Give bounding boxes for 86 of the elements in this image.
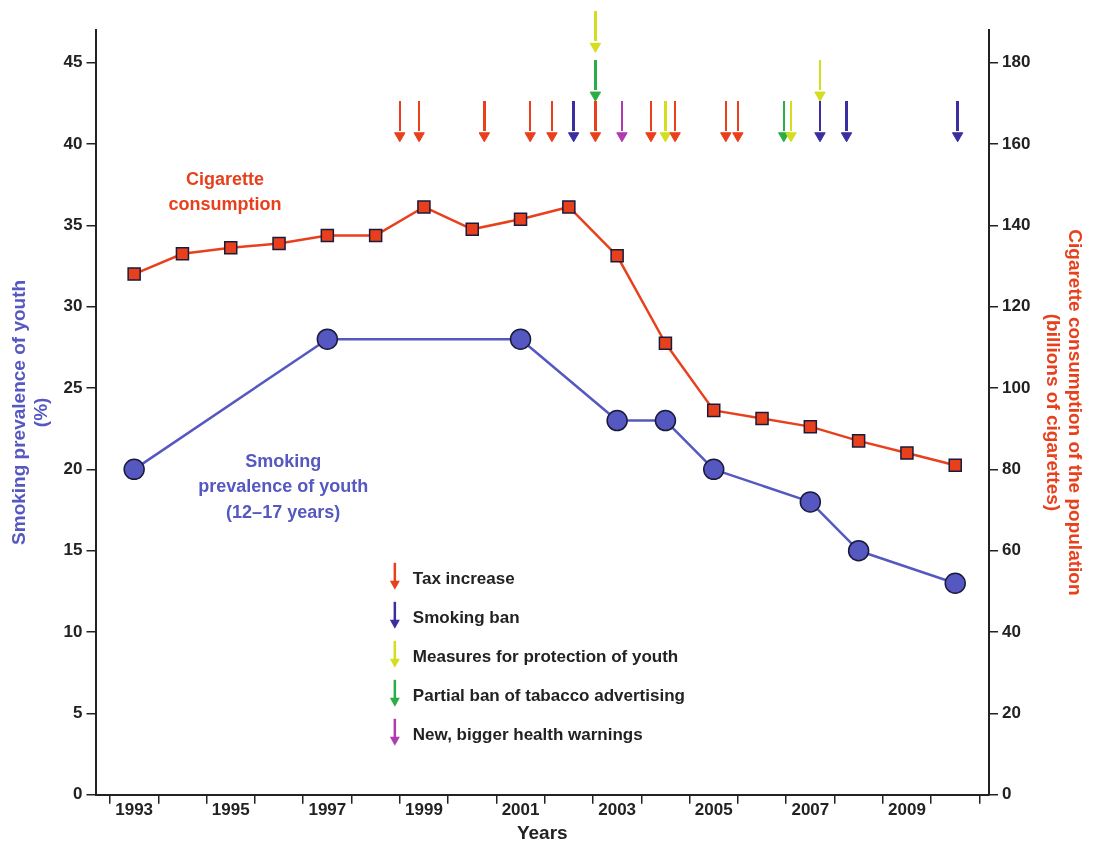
point [567,132,580,143]
point [606,409,628,432]
point [799,491,822,513]
point [589,91,602,102]
point [589,42,602,53]
y-tick-label: 35 [63,214,83,234]
point [659,132,672,143]
point [847,539,870,562]
point [465,222,479,237]
point [654,409,677,432]
legend-label: Measures for protection of youth [412,647,679,667]
y2-tick-label: 20 [1002,703,1021,723]
legend-label: New, bigger health warnings [412,725,643,745]
point [658,336,673,350]
point [513,212,528,226]
x-tick-label: 1997 [308,799,347,819]
x-tick-label: 1999 [405,799,443,819]
point [720,132,732,143]
y2-tick-label: 80 [1002,459,1021,479]
point [755,411,769,426]
x-tick-label: 2007 [791,799,830,819]
point [394,132,406,143]
y2-tick-label: 120 [1002,296,1031,316]
point [272,236,286,251]
y-tick-label: 20 [63,459,83,479]
y-tick-label: 5 [73,703,83,723]
point [127,267,141,281]
y2-tick-label: 100 [1002,377,1031,397]
series-label: Cigarette consumption [168,168,282,215]
point [417,200,431,214]
y2-tick-label: 140 [1002,214,1031,234]
point [478,132,491,143]
y2-axis-title: Cigarette consumption of the population (billions of cigarettes) [1042,229,1087,596]
point [732,132,744,143]
point [589,132,602,143]
point [706,403,721,418]
point [509,328,532,350]
legend-label: Smoking ban [412,608,520,628]
point [175,246,190,261]
point [951,132,964,143]
point [851,434,866,448]
point [413,132,425,143]
point [546,132,558,143]
point [900,446,914,460]
y2-tick-label: 60 [1002,540,1021,560]
y2-tick-label: 160 [1002,133,1031,153]
y2-tick-label: 0 [1002,784,1012,804]
point [223,240,238,255]
x-axis-title: Years [516,821,568,843]
point [840,132,853,143]
point [803,419,818,434]
legend-label: Tax increase [412,569,515,589]
y-tick-label: 40 [63,133,83,153]
y2-tick-label: 40 [1002,621,1021,641]
point [702,458,725,481]
x-tick-label: 1995 [211,799,250,819]
point [785,132,797,143]
point [645,132,657,143]
x-tick-label: 2005 [694,799,733,819]
point [316,328,339,350]
x-tick-label: 2001 [501,799,540,819]
point [814,132,826,143]
point [320,228,335,243]
series-label: Smoking prevalence of youth (12–17 years) [198,450,369,522]
point [562,200,576,214]
y-tick-label: 45 [63,52,83,72]
y-tick-label: 0 [73,784,83,804]
y-tick-label: 15 [63,540,83,560]
y2-tick-label: 180 [1002,52,1031,72]
point [123,458,145,481]
point [368,228,383,243]
y-tick-label: 25 [63,377,83,397]
x-tick-label: 2003 [598,799,637,819]
x-tick-label: 2009 [888,799,926,819]
point [610,249,624,263]
point [948,458,962,473]
y-tick-label: 30 [63,296,83,316]
legend-label: Partial ban of tabacco advertising [412,686,685,706]
point [669,132,681,143]
x-tick-label: 1993 [115,799,154,819]
point [616,132,628,143]
point [944,572,966,595]
y-tick-label: 10 [63,621,83,641]
y-axis-title: Smoking prevalence of youth (%) [7,279,52,545]
point [524,132,536,143]
point [814,91,826,102]
